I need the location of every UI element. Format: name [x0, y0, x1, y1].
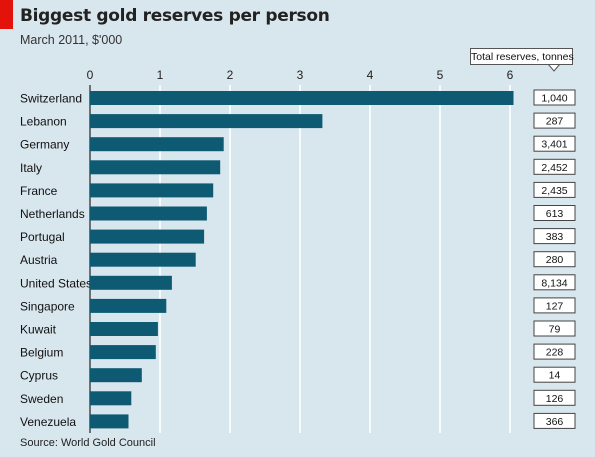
- category-label: Singapore: [20, 299, 75, 313]
- category-label: Netherlands: [20, 207, 85, 221]
- bar: [90, 206, 207, 221]
- category-label: Venezuela: [20, 415, 76, 429]
- bar: [90, 414, 129, 429]
- bar: [90, 391, 132, 406]
- reserve-value: 1,040: [541, 93, 567, 105]
- reserve-box: [533, 112, 576, 129]
- category-label: Austria: [20, 253, 58, 267]
- reserve-value: 127: [546, 300, 564, 312]
- reserve-value: 613: [546, 208, 564, 220]
- category-label: Italy: [20, 161, 42, 175]
- x-tick-label: 5: [437, 68, 444, 82]
- bar: [90, 137, 224, 152]
- chart-subtitle: March 2011, $'000: [20, 33, 123, 47]
- reserve-value: 280: [546, 254, 564, 266]
- bar: [90, 229, 205, 244]
- bar: [90, 252, 196, 267]
- x-tick-label: 4: [367, 68, 374, 82]
- category-label: Kuwait: [20, 323, 57, 337]
- category-label: Germany: [20, 138, 69, 152]
- reserve-value: 366: [546, 416, 564, 428]
- reserve-box: [533, 89, 576, 106]
- x-tick-label: 0: [87, 68, 94, 82]
- reserve-value: 8,134: [541, 277, 567, 289]
- category-label: Belgium: [20, 346, 63, 360]
- reserve-box: [533, 158, 576, 175]
- reserve-value: 383: [546, 231, 564, 243]
- bar: [90, 183, 214, 198]
- reserves-header: Total reserves, tonnes: [470, 48, 574, 65]
- reserve-box: [533, 251, 576, 268]
- bar: [90, 114, 323, 129]
- reserve-value: 3,401: [541, 139, 567, 151]
- reserve-box: [533, 412, 576, 429]
- bar: [90, 298, 167, 313]
- x-tick-label: 6: [507, 68, 514, 82]
- reserve-box: [533, 297, 576, 314]
- reserve-box: [533, 343, 576, 360]
- reserve-value: 2,452: [541, 162, 567, 174]
- reserve-box: [533, 135, 576, 152]
- header-pointer: [547, 63, 561, 72]
- reserve-box: [533, 366, 576, 383]
- brand-tab: [0, 0, 13, 29]
- category-label: Lebanon: [20, 115, 67, 129]
- reserve-value: 228: [546, 347, 564, 359]
- reserve-value: 14: [549, 370, 561, 382]
- bar: [90, 368, 142, 383]
- reserve-box: [533, 274, 576, 291]
- reserve-box: [533, 228, 576, 245]
- reserve-value: 79: [549, 324, 561, 336]
- reserve-box: [533, 181, 576, 198]
- x-tick-label: 3: [297, 68, 304, 82]
- chart-title: Biggest gold reserves per person: [20, 6, 330, 26]
- bar: [90, 345, 156, 360]
- bar: [90, 275, 172, 290]
- reserve-box: [533, 205, 576, 221]
- category-label: United States: [20, 276, 92, 290]
- category-label: Switzerland: [20, 92, 82, 106]
- chart-source: Source: World Gold Council: [20, 437, 156, 449]
- category-label: Sweden: [20, 392, 63, 406]
- reserve-value: 126: [546, 393, 564, 405]
- bar: [90, 322, 158, 336]
- x-tick-label: 2: [227, 68, 234, 82]
- category-label: Portugal: [20, 230, 65, 244]
- reserve-box: [533, 389, 576, 406]
- reserve-value: 2,435: [541, 185, 567, 197]
- reserve-value: 287: [546, 116, 564, 128]
- x-tick-label: 1: [157, 68, 164, 82]
- category-label: Cyprus: [20, 369, 58, 383]
- bar: [90, 160, 221, 175]
- category-label: France: [20, 184, 58, 198]
- reserve-box: [533, 320, 576, 337]
- bar: [90, 91, 514, 105]
